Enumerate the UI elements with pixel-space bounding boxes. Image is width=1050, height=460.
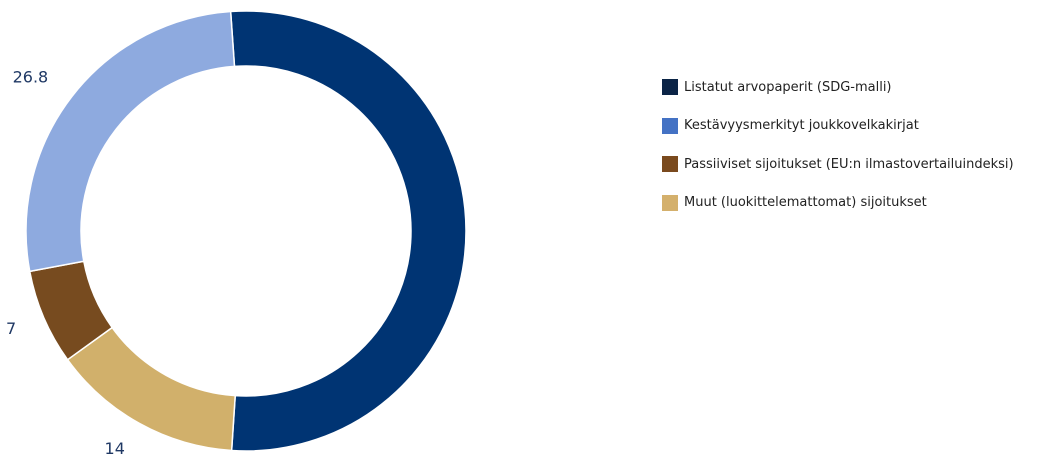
legend-item: Kestävyysmerkityt joukkovelkakirjat xyxy=(662,107,1014,146)
data-label-2: 7 xyxy=(6,319,16,338)
legend-swatch-0 xyxy=(662,79,678,96)
donut-slice-0 xyxy=(229,10,467,452)
data-label-1: 26.8 xyxy=(13,68,49,87)
legend-item: Muut (luokittelemattomat) sijoitukset xyxy=(662,184,1014,223)
legend-swatch-1 xyxy=(662,117,678,134)
donut-slice-3 xyxy=(66,326,237,452)
legend: Listatut arvopaperit (SDG-malli) Kestävy… xyxy=(662,68,1014,222)
data-label-3: 14 xyxy=(105,439,125,458)
legend-swatch-2 xyxy=(662,156,678,173)
legend-label-2: Passiiviset sijoitukset (EU:n ilmastover… xyxy=(684,156,1014,172)
legend-label-1: Kestävyysmerkityt joukkovelkakirjat xyxy=(684,118,919,134)
legend-swatch-3 xyxy=(662,194,678,211)
donut-slice-1 xyxy=(25,10,236,273)
donut-chart: 52.114726.8 xyxy=(6,10,467,458)
legend-label-3: Muut (luokittelemattomat) sijoitukset xyxy=(684,195,927,211)
legend-item: Passiiviset sijoitukset (EU:n ilmastover… xyxy=(662,145,1014,184)
legend-label-0: Listatut arvopaperit (SDG-malli) xyxy=(684,79,892,95)
legend-item: Listatut arvopaperit (SDG-malli) xyxy=(662,68,1014,107)
